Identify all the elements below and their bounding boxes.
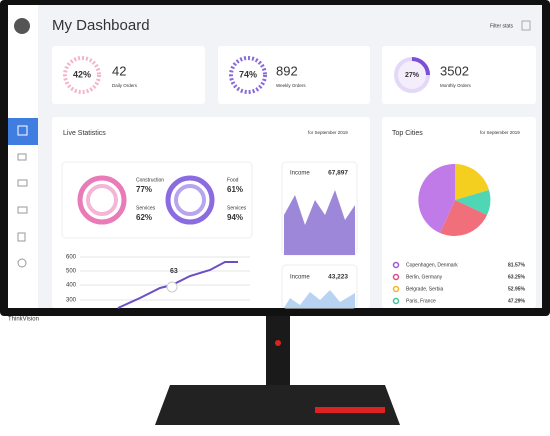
stat-label: Daily Orders (112, 83, 138, 88)
brand: ThinkVision (8, 317, 39, 323)
active-nav[interactable] (8, 118, 38, 145)
city-name: Berlin, Germany (406, 274, 443, 280)
city-value: 47.29% (508, 298, 526, 304)
city-name: Paris, France (406, 298, 436, 304)
y-tick-label: 300 (66, 298, 77, 304)
ring-label: Services (136, 205, 156, 211)
city-dot (392, 261, 400, 269)
ring-value: 61% (227, 185, 243, 194)
stat-value: 892 (276, 63, 298, 78)
stand-neck (266, 316, 290, 392)
live-panel (52, 117, 370, 309)
nav-icons (17, 125, 28, 268)
y-tick-label: 600 (66, 255, 77, 261)
stat-label: Monthly Orders (440, 83, 472, 88)
section-title: Top Cities (392, 130, 423, 137)
income-label: Income (290, 171, 310, 177)
cable-clip (275, 340, 281, 346)
base-accent (315, 407, 385, 413)
stat-percent: 74% (239, 69, 257, 79)
ring-label: Food (227, 177, 239, 183)
stat-label: Weekly Orders (276, 83, 306, 88)
filter[interactable]: Filter stats (490, 23, 514, 29)
city-dot (392, 285, 400, 293)
city-dot (392, 297, 400, 305)
y-tick-label: 500 (66, 269, 77, 275)
stat-value: 3502 (440, 63, 469, 78)
city-value: 52.95% (508, 286, 526, 292)
city-dot (392, 273, 400, 281)
ring-value: 94% (227, 213, 243, 222)
city-value: 81.57% (508, 262, 526, 268)
point-label: 63 (170, 268, 178, 275)
stat-value: 42 (112, 63, 126, 78)
sidebar (8, 5, 38, 308)
ring-label: Construction (136, 177, 164, 183)
cities-panel (382, 117, 536, 308)
stat-percent: 27% (405, 72, 420, 79)
section-title: Live Statistics (63, 130, 106, 137)
y-tick-label: 400 (66, 283, 77, 289)
filter-icon[interactable] (521, 20, 531, 31)
income-value: 43,223 (328, 274, 348, 281)
income-value: 67,897 (328, 170, 348, 177)
stat-percent: 42% (73, 69, 91, 79)
section-period: for September 2019 (480, 130, 520, 135)
income-label: Income (290, 275, 310, 281)
city-value: 63.25% (508, 274, 526, 280)
city-name: Belgrade, Serbia (406, 286, 443, 292)
ring-value: 62% (136, 213, 152, 222)
stat-cards (52, 46, 536, 104)
title: My Dashboard (52, 17, 150, 34)
section-period: for September 2019 (308, 130, 348, 135)
stand-base (155, 385, 400, 425)
ring-value: 77% (136, 185, 152, 194)
ring-label: Services (227, 205, 247, 211)
avatar[interactable] (14, 18, 30, 34)
city-name: Copenhagen, Denmark (406, 262, 458, 268)
